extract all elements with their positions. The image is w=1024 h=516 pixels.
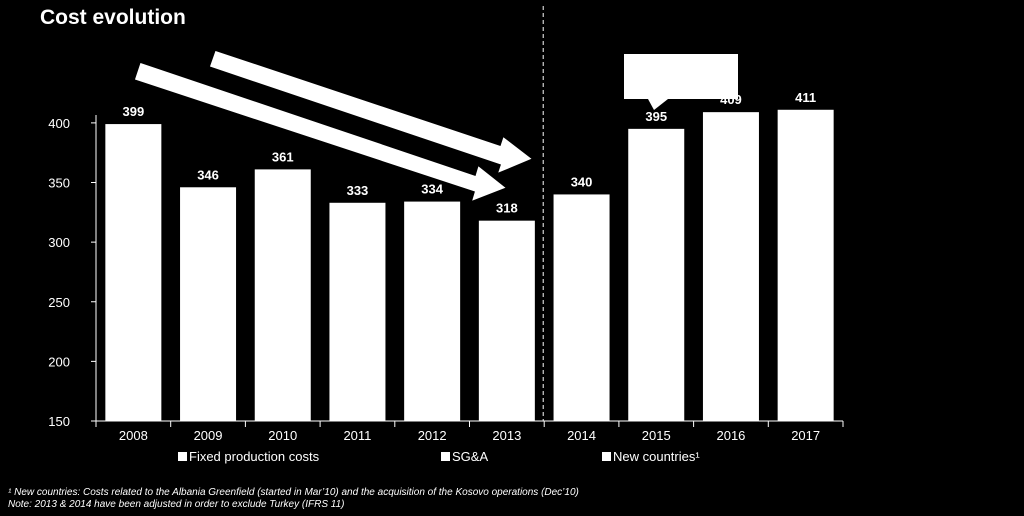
legend-swatch: [441, 452, 450, 461]
value-label-2012: 334: [421, 182, 443, 197]
value-label-2010: 361: [272, 149, 294, 164]
callout-box: [624, 54, 738, 110]
bar-2017: [777, 109, 834, 422]
value-label-2015: 395: [645, 109, 667, 124]
x-tick-label-2008: 2008: [119, 428, 148, 443]
value-label-2017: 411: [795, 90, 816, 105]
legend: Fixed production costs SG&A New countries¹: [178, 449, 700, 464]
legend-swatch: [178, 452, 187, 461]
x-tick-label-2011: 2011: [343, 428, 371, 443]
bar-2013: [478, 220, 535, 421]
x-tick-label-2012: 2012: [418, 428, 447, 443]
x-tick-label-2015: 2015: [642, 428, 671, 443]
value-label-2011: 333: [347, 183, 369, 198]
y-tick-label: 250: [48, 295, 70, 310]
value-label-2009: 346: [197, 167, 219, 182]
legend-label: SG&A: [452, 449, 488, 464]
y-tick-label: 200: [48, 354, 70, 369]
x-tick-label-2014: 2014: [567, 428, 596, 443]
trend-arrow-lower: [133, 61, 509, 204]
value-label-2013: 318: [496, 201, 518, 216]
value-label-2008: 399: [122, 104, 144, 119]
y-axis: 150 200 250 300 350 400: [48, 115, 97, 429]
bar-2011: [329, 202, 386, 421]
x-tick-label-2016: 2016: [716, 428, 745, 443]
footnote-adjustment: Note: 2013 & 2014 have been adjusted in …: [8, 499, 345, 510]
bar-2014: [553, 194, 610, 421]
y-tick-label: 150: [48, 414, 70, 429]
trend-arrow-upper: [206, 48, 535, 176]
chart-title: Cost evolution: [40, 6, 186, 29]
legend-label: New countries¹: [613, 449, 700, 464]
legend-label: Fixed production costs: [189, 449, 320, 464]
footnote-new-countries: ¹ New countries: Costs related to the Al…: [8, 487, 579, 498]
x-axis: 2008 2009 2010 2011 2012 2013 2014 2015 2016 2017: [95, 420, 844, 443]
bars: [105, 109, 834, 422]
bar-2010: [254, 169, 311, 421]
x-tick-label-2009: 2009: [194, 428, 223, 443]
bar-2008: [105, 124, 162, 421]
bar-2012: [404, 201, 461, 421]
legend-swatch: [602, 452, 611, 461]
y-tick-label: 300: [48, 235, 70, 250]
bar-2009: [180, 187, 237, 421]
bar-2015: [628, 128, 685, 421]
value-label-2014: 340: [571, 174, 593, 189]
y-tick-label: 350: [48, 176, 70, 191]
y-tick-label: 400: [48, 116, 70, 131]
x-tick-label-2017: 2017: [791, 428, 820, 443]
bar-2016: [702, 112, 759, 421]
x-tick-label-2010: 2010: [268, 428, 297, 443]
bar-chart: 150 200 250 300 350 400 399 346 361 333 334 318 340…: [48, 6, 844, 464]
x-tick-label-2013: 2013: [492, 428, 521, 443]
